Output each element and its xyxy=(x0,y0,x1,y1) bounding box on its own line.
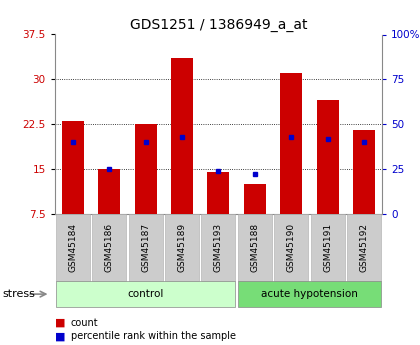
Text: GSM45192: GSM45192 xyxy=(360,223,368,272)
Text: GSM45184: GSM45184 xyxy=(68,223,77,272)
Text: count: count xyxy=(71,318,98,327)
Bar xyxy=(135,124,157,214)
Text: GSM45193: GSM45193 xyxy=(214,223,223,272)
Text: ■: ■ xyxy=(55,332,65,341)
Text: ■: ■ xyxy=(55,318,65,327)
Bar xyxy=(244,184,266,214)
Text: GSM45188: GSM45188 xyxy=(250,223,259,272)
Text: stress: stress xyxy=(2,289,35,299)
Bar xyxy=(317,100,339,214)
Text: GSM45189: GSM45189 xyxy=(178,223,186,272)
Bar xyxy=(171,58,193,214)
Text: control: control xyxy=(127,289,164,299)
Text: GSM45190: GSM45190 xyxy=(287,223,296,272)
Text: GSM45191: GSM45191 xyxy=(323,223,332,272)
Bar xyxy=(353,130,375,214)
Text: GSM45186: GSM45186 xyxy=(105,223,114,272)
Title: GDS1251 / 1386949_a_at: GDS1251 / 1386949_a_at xyxy=(130,18,307,32)
Text: percentile rank within the sample: percentile rank within the sample xyxy=(71,332,236,341)
Bar xyxy=(98,169,120,214)
Bar xyxy=(207,172,229,214)
Text: GSM45187: GSM45187 xyxy=(141,223,150,272)
Bar xyxy=(280,73,302,214)
Text: acute hypotension: acute hypotension xyxy=(261,289,358,299)
Bar xyxy=(62,121,84,214)
